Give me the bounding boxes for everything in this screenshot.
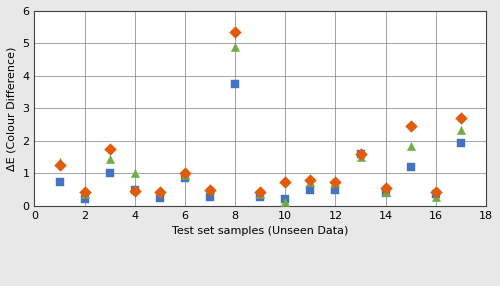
Point: [432, 191, 440, 196]
Point: [406, 144, 414, 148]
Point: [231, 30, 239, 34]
Point: [181, 173, 189, 177]
Point: [256, 194, 264, 199]
Point: [181, 171, 189, 176]
Point: [332, 180, 340, 185]
Point: [106, 156, 114, 161]
Point: [406, 165, 414, 169]
Point: [356, 152, 364, 156]
Point: [457, 127, 465, 132]
Point: [356, 152, 364, 156]
Point: [282, 179, 290, 184]
Point: [156, 196, 164, 200]
Point: [156, 189, 164, 194]
Point: [56, 160, 64, 164]
Point: [306, 179, 314, 184]
Y-axis label: ΔE (Colour Difference): ΔE (Colour Difference): [7, 46, 17, 171]
Point: [382, 186, 390, 190]
Point: [306, 187, 314, 192]
Point: [282, 200, 290, 204]
Point: [131, 189, 139, 194]
Point: [106, 171, 114, 176]
Point: [256, 190, 264, 194]
Point: [306, 178, 314, 182]
Point: [406, 124, 414, 129]
Point: [56, 179, 64, 184]
Point: [282, 197, 290, 202]
Point: [382, 190, 390, 194]
Point: [382, 191, 390, 195]
Legend: ΔE(CIE94), ΔE (CMC) (1: 1), ΔE (CIE 2000) (1:1:1): ΔE(CIE94), ΔE (CMC) (1: 1), ΔE (CIE 2000…: [98, 285, 422, 286]
Point: [256, 191, 264, 196]
Point: [457, 116, 465, 120]
Point: [432, 190, 440, 194]
Point: [206, 187, 214, 191]
Point: [457, 140, 465, 145]
Point: [332, 187, 340, 192]
Point: [231, 82, 239, 86]
Point: [156, 190, 164, 194]
Point: [106, 147, 114, 151]
Point: [80, 196, 88, 201]
Point: [356, 155, 364, 160]
Point: [80, 190, 88, 194]
Point: [206, 195, 214, 199]
Point: [131, 171, 139, 176]
Point: [56, 163, 64, 168]
Point: [131, 187, 139, 192]
Point: [432, 194, 440, 199]
Point: [231, 44, 239, 49]
Point: [80, 191, 88, 196]
Point: [332, 179, 340, 184]
X-axis label: Test set samples (Unseen Data): Test set samples (Unseen Data): [172, 226, 348, 236]
Point: [206, 187, 214, 192]
Point: [181, 176, 189, 180]
